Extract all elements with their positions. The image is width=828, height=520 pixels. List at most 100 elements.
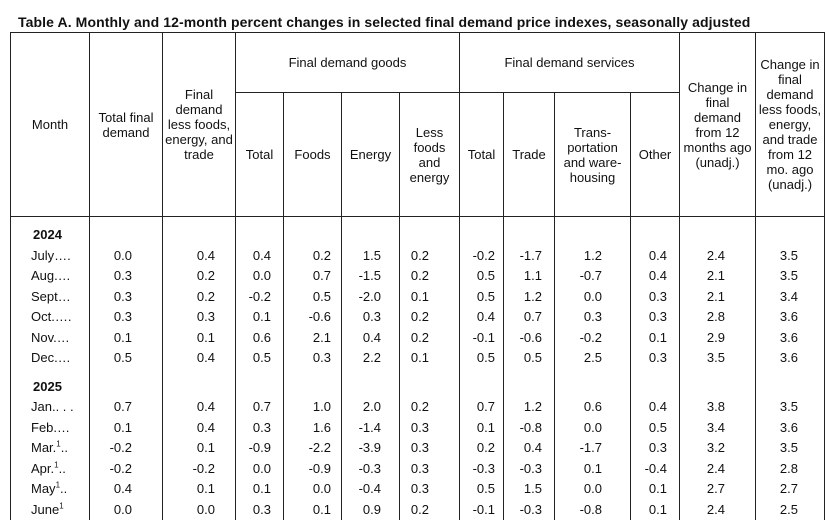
value-cell: -0.9 bbox=[236, 438, 284, 459]
value-cell: 0.4 bbox=[631, 246, 680, 267]
value-cell: 0.0 bbox=[555, 418, 631, 439]
footnote-marker: 1 bbox=[59, 501, 63, 510]
col-header-services-other: Other bbox=[631, 93, 680, 217]
value-cell: 0.5 bbox=[504, 348, 555, 369]
value-cell: 3.5 bbox=[756, 438, 825, 459]
value-cell: 0.4 bbox=[342, 328, 400, 349]
value-cell: 0.3 bbox=[631, 438, 680, 459]
value-cell: -0.8 bbox=[504, 418, 555, 439]
value-cell: 3.6 bbox=[756, 307, 825, 328]
value-cell: 1.0 bbox=[284, 397, 342, 418]
value-cell: 2.4 bbox=[680, 246, 756, 267]
value-cell: 1.2 bbox=[504, 397, 555, 418]
value-cell: 0.4 bbox=[90, 479, 163, 500]
value-cell: -0.3 bbox=[460, 459, 504, 480]
value-cell: -0.6 bbox=[284, 307, 342, 328]
page: Table A. Monthly and 12-month percent ch… bbox=[0, 0, 828, 504]
value-cell: 0.2 bbox=[460, 438, 504, 459]
month-label: Apr. bbox=[31, 461, 54, 476]
value-cell: 1.6 bbox=[284, 418, 342, 439]
value-cell: 0.3 bbox=[400, 479, 460, 500]
col-group-services: Final demand services bbox=[460, 33, 680, 93]
value-cell: 0.2 bbox=[163, 287, 236, 308]
value-cell: -1.7 bbox=[555, 438, 631, 459]
value-cell: 0.0 bbox=[236, 266, 284, 287]
value-cell: 0.3 bbox=[400, 459, 460, 480]
value-cell: 0.0 bbox=[555, 287, 631, 308]
value-cell: 0.4 bbox=[163, 397, 236, 418]
value-cell: 0.1 bbox=[90, 418, 163, 439]
month-label: Jan.. . . bbox=[31, 399, 74, 414]
value-cell: 3.5 bbox=[680, 348, 756, 369]
value-cell: -0.1 bbox=[460, 328, 504, 349]
value-cell: 2.8 bbox=[680, 307, 756, 328]
col-header-services-transport: Trans-portation and ware-housing bbox=[555, 93, 631, 217]
value-cell: 0.1 bbox=[236, 479, 284, 500]
value-cell: 0.3 bbox=[555, 307, 631, 328]
value-cell: -0.3 bbox=[504, 500, 555, 520]
value-cell: 0.3 bbox=[90, 307, 163, 328]
value-cell: 1.5 bbox=[342, 246, 400, 267]
col-header-goods-less: Less foods and energy bbox=[400, 93, 460, 217]
value-cell: 0.0 bbox=[284, 479, 342, 500]
value-cell: 0.2 bbox=[400, 397, 460, 418]
value-cell: 0.3 bbox=[90, 287, 163, 308]
value-cell: 0.5 bbox=[460, 479, 504, 500]
month-cell: June1 bbox=[11, 500, 90, 520]
value-cell: 0.1 bbox=[236, 307, 284, 328]
value-cell: 0.3 bbox=[631, 307, 680, 328]
value-cell: 3.2 bbox=[680, 438, 756, 459]
value-cell: 0.3 bbox=[236, 500, 284, 520]
month-cell: Apr.1.. bbox=[11, 459, 90, 480]
value-cell: 0.1 bbox=[460, 418, 504, 439]
value-cell: 0.0 bbox=[236, 459, 284, 480]
value-cell: 0.3 bbox=[90, 266, 163, 287]
value-cell: 3.6 bbox=[756, 418, 825, 439]
month-cell: Aug.… bbox=[11, 266, 90, 287]
col-header-goods-foods: Foods bbox=[284, 93, 342, 217]
table-title: Table A. Monthly and 12-month percent ch… bbox=[18, 14, 750, 30]
value-cell: 2.8 bbox=[756, 459, 825, 480]
value-cell: 1.2 bbox=[504, 287, 555, 308]
value-cell: 2.1 bbox=[284, 328, 342, 349]
value-cell: 2.7 bbox=[756, 479, 825, 500]
value-cell: 0.6 bbox=[236, 328, 284, 349]
month-label: June bbox=[31, 502, 59, 517]
month-leader: .. bbox=[60, 481, 67, 496]
value-cell: 0.2 bbox=[400, 307, 460, 328]
value-cell: 2.7 bbox=[680, 479, 756, 500]
value-cell: 0.1 bbox=[631, 328, 680, 349]
col-header-change-12mo: Change in final demand from 12 months ag… bbox=[680, 33, 756, 217]
value-cell: 0.3 bbox=[631, 348, 680, 369]
col-header-month: Month bbox=[11, 33, 90, 217]
value-cell: 2.2 bbox=[342, 348, 400, 369]
value-cell: -0.2 bbox=[90, 459, 163, 480]
col-header-final-demand-less: Final demand less foods, energy, and tra… bbox=[163, 33, 236, 217]
value-cell: -0.7 bbox=[555, 266, 631, 287]
value-cell: 0.4 bbox=[163, 246, 236, 267]
value-cell: 3.5 bbox=[756, 246, 825, 267]
value-cell: 0.1 bbox=[400, 287, 460, 308]
value-cell: 0.1 bbox=[631, 479, 680, 500]
price-index-table: Month Total final demand Final demand le… bbox=[10, 32, 825, 520]
value-cell: 2.1 bbox=[680, 266, 756, 287]
col-header-total-final-demand: Total final demand bbox=[90, 33, 163, 217]
value-cell: -0.2 bbox=[90, 438, 163, 459]
month-leader: .. bbox=[59, 461, 66, 476]
value-cell: 3.8 bbox=[680, 397, 756, 418]
col-group-goods: Final demand goods bbox=[236, 33, 460, 93]
month-cell: Sept… bbox=[11, 287, 90, 308]
col-header-change-12mo-less: Change in final demand less foods, energ… bbox=[756, 33, 825, 217]
value-cell: -0.2 bbox=[460, 246, 504, 267]
col-header-goods-energy: Energy bbox=[342, 93, 400, 217]
value-cell: 0.0 bbox=[555, 479, 631, 500]
